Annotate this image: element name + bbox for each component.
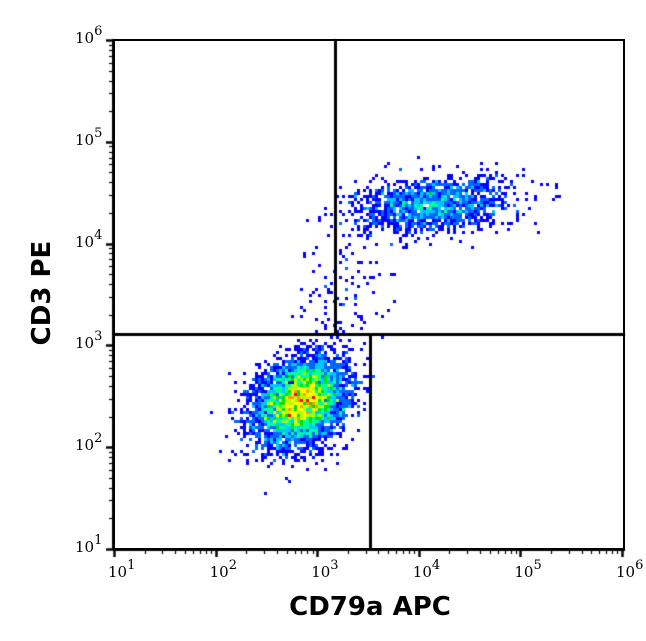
tick-exponent: 3	[94, 329, 103, 345]
tick-exponent: 3	[330, 558, 339, 573]
tick-exponent: 2	[228, 558, 237, 573]
tick-base: 10	[209, 563, 229, 581]
x-axis-title: CD79a APC	[289, 592, 451, 622]
tick-base: 10	[75, 538, 95, 556]
tick-base: 10	[75, 232, 95, 251]
x-tick-label: 102	[209, 558, 237, 581]
y-tick-label: 105	[75, 125, 103, 149]
x-tick-label: 104	[412, 558, 441, 581]
tick-base: 10	[75, 29, 95, 47]
x-tick-label: 103	[311, 558, 339, 581]
y-tick-label: 106	[75, 24, 103, 47]
y-tick-label: 101	[75, 533, 103, 556]
tick-exponent: 4	[94, 227, 103, 243]
y-tick-label: 103	[75, 329, 103, 353]
tick-base: 10	[311, 563, 331, 581]
tick-exponent: 6	[635, 558, 644, 573]
y-tick-label: 102	[75, 431, 103, 455]
tick-base: 10	[108, 563, 128, 581]
tick-base: 10	[514, 563, 534, 581]
tick-base: 10	[75, 436, 95, 455]
x-tick-label: 106	[616, 558, 644, 581]
y-tick-label: 104	[75, 227, 103, 251]
tick-exponent: 1	[94, 533, 103, 548]
x-tick-label: 101	[108, 558, 136, 581]
tick-exponent: 6	[94, 24, 103, 39]
tick-exponent: 5	[94, 125, 103, 141]
tick-exponent: 2	[94, 431, 103, 447]
tick-exponent: 4	[431, 558, 441, 573]
tick-base: 10	[75, 130, 95, 149]
tick-exponent: 5	[533, 558, 542, 573]
y-axis-title: CD3 PE	[27, 240, 57, 346]
x-tick-label: 105	[514, 558, 542, 581]
tick-base: 10	[412, 563, 432, 581]
tick-base: 10	[616, 563, 636, 581]
tick-exponent: 1	[127, 558, 136, 573]
tick-base: 10	[75, 334, 95, 353]
